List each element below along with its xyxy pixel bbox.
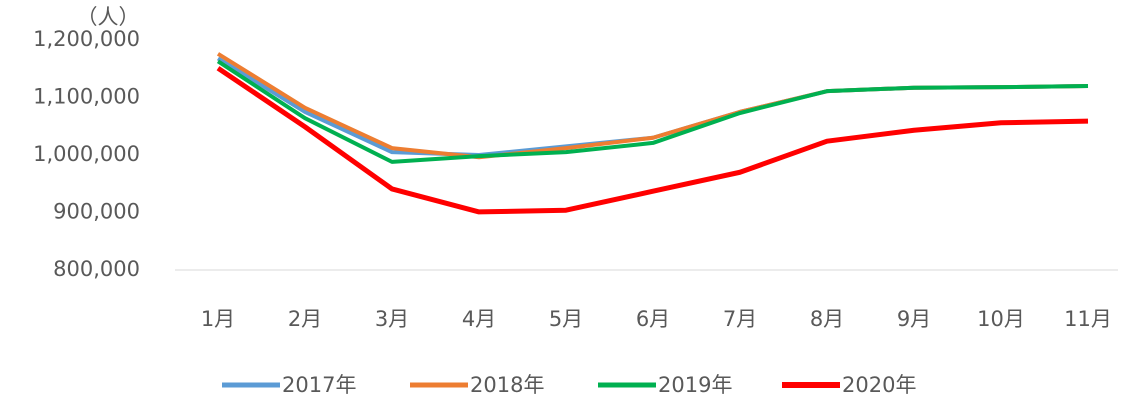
series-line (216, 66, 1089, 215)
x-tick-label: 4月 (462, 307, 496, 331)
unit-label: （人） (77, 5, 140, 29)
x-tick-label: 10月 (977, 307, 1025, 331)
x-tick-label: 1月 (201, 307, 235, 331)
y-tick-label: 900,000 (53, 200, 140, 224)
series-line (216, 59, 1089, 164)
x-tick-label: 11月 (1064, 307, 1112, 331)
y-tick-label: 1,000,000 (33, 142, 140, 166)
x-tick-label: 7月 (723, 307, 757, 331)
x-tick-label: 2月 (288, 307, 322, 331)
y-tick-label: 800,000 (53, 257, 140, 281)
legend-label: 2018年 (470, 373, 544, 397)
legend-label: 2019年 (658, 373, 732, 397)
x-tick-label: 9月 (897, 307, 931, 331)
x-tick-label: 6月 (636, 307, 670, 331)
legend-label: 2020年 (842, 373, 916, 397)
y-tick-label: 1,200,000 (33, 27, 140, 51)
legend-label: 2017年 (282, 373, 356, 397)
x-tick-label: 8月 (810, 307, 844, 331)
y-tick-label: 1,100,000 (33, 85, 140, 109)
x-tick-label: 3月 (375, 307, 409, 331)
x-tick-label: 5月 (549, 307, 583, 331)
